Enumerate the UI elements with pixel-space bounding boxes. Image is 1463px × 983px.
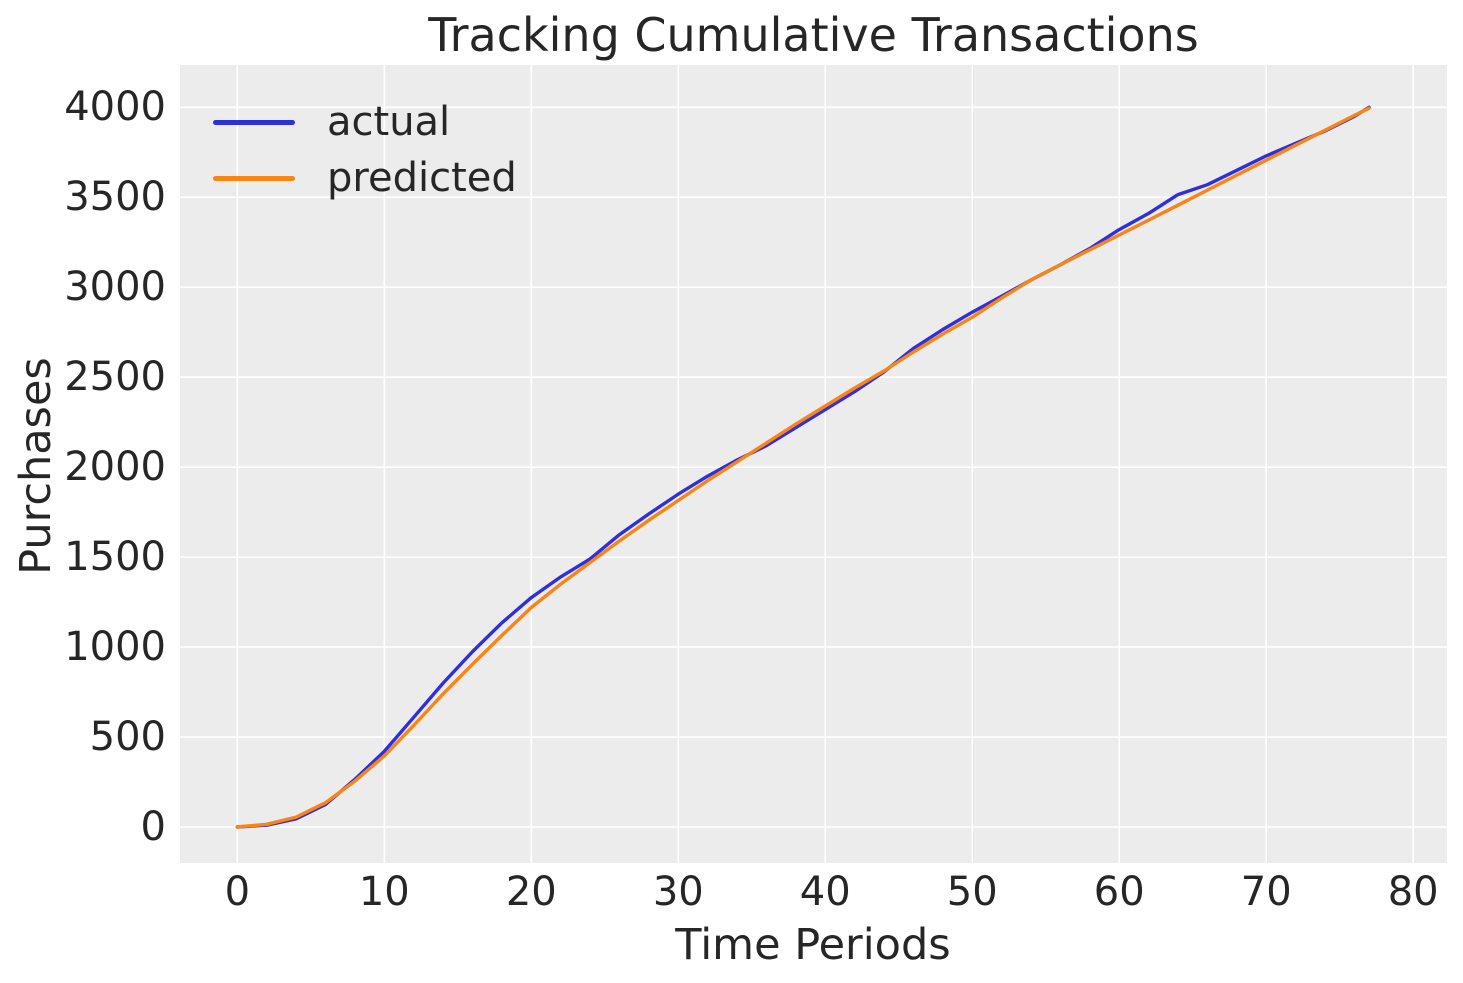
legend-swatch-actual [213, 119, 295, 125]
y-tick-label: 0 [140, 804, 166, 850]
chart-title: Tracking Cumulative Transactions [428, 8, 1199, 62]
legend-item-predicted: predicted [213, 158, 517, 198]
x-tick-label: 0 [224, 869, 251, 915]
x-tick-label: 80 [1387, 869, 1439, 915]
legend-label-predicted: predicted [327, 155, 517, 201]
x-tick-label: 10 [358, 869, 410, 915]
legend-swatch-predicted [213, 175, 295, 181]
legend-item-actual: actual [213, 102, 450, 142]
plot-area: actual predicted [180, 65, 1447, 863]
x-tick-label: 20 [505, 869, 557, 915]
legend-label-actual: actual [327, 99, 451, 145]
x-tick-label: 30 [652, 869, 704, 915]
predicted-line [235, 106, 1371, 829]
chart-canvas [180, 65, 1447, 863]
x-tick-label: 70 [1240, 869, 1292, 915]
y-tick-label: 4000 [64, 84, 166, 131]
actual-line [235, 105, 1371, 829]
y-axis-label: Purchases [11, 357, 61, 575]
x-tick-label: 60 [1093, 869, 1145, 915]
x-tick-label: 50 [946, 869, 998, 915]
x-axis-label: Time Periods [675, 920, 951, 970]
x-tick-label: 40 [799, 869, 851, 915]
